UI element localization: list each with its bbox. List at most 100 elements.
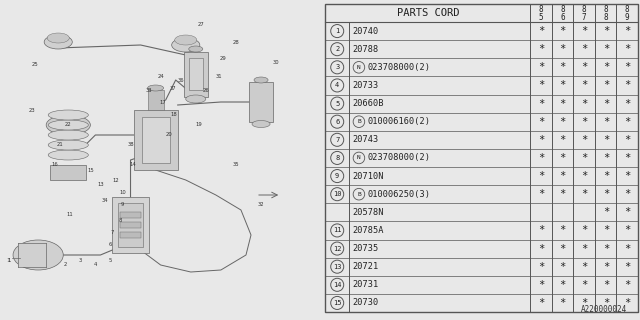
Text: *: * xyxy=(624,298,630,308)
Text: 12: 12 xyxy=(112,178,119,182)
Ellipse shape xyxy=(48,130,88,140)
Text: 31: 31 xyxy=(216,74,222,78)
Text: *: * xyxy=(581,62,588,72)
Text: A220000024: A220000024 xyxy=(581,305,627,314)
Text: 12: 12 xyxy=(333,245,342,252)
Text: 3: 3 xyxy=(79,258,82,262)
Text: *: * xyxy=(581,44,588,54)
Text: N: N xyxy=(357,65,361,70)
Bar xyxy=(249,82,273,122)
Text: *: * xyxy=(624,99,630,108)
Text: *: * xyxy=(624,225,630,236)
Text: 8: 8 xyxy=(335,155,339,161)
Text: *: * xyxy=(603,262,609,272)
Text: 20743: 20743 xyxy=(352,135,378,144)
Text: *: * xyxy=(538,62,545,72)
Text: *: * xyxy=(624,26,630,36)
Text: 21: 21 xyxy=(57,142,63,148)
Text: *: * xyxy=(624,262,630,272)
Text: *: * xyxy=(603,280,609,290)
Text: *: * xyxy=(603,80,609,91)
Text: *: * xyxy=(603,189,609,199)
Text: *: * xyxy=(581,244,588,253)
Text: 9: 9 xyxy=(121,203,124,207)
Text: 11: 11 xyxy=(67,212,74,218)
Text: *: * xyxy=(624,244,630,253)
Text: *: * xyxy=(559,189,566,199)
Text: *: * xyxy=(559,225,566,236)
Bar xyxy=(118,203,143,247)
Text: *: * xyxy=(581,99,588,108)
Text: *: * xyxy=(603,298,609,308)
Text: *: * xyxy=(581,117,588,127)
Text: 13: 13 xyxy=(97,182,104,188)
Text: *: * xyxy=(538,99,545,108)
Text: 4: 4 xyxy=(335,83,339,88)
Text: 36: 36 xyxy=(177,77,184,83)
Text: 30: 30 xyxy=(273,60,280,65)
Text: *: * xyxy=(538,189,545,199)
Text: 20660B: 20660B xyxy=(352,99,383,108)
Text: 20740: 20740 xyxy=(352,27,378,36)
Text: *: * xyxy=(581,80,588,91)
Bar xyxy=(148,90,164,110)
Text: *: * xyxy=(538,80,545,91)
Text: *: * xyxy=(559,262,566,272)
Text: *: * xyxy=(538,26,545,36)
Text: *: * xyxy=(603,153,609,163)
Text: 19: 19 xyxy=(195,122,202,126)
Text: *: * xyxy=(559,135,566,145)
Text: 20: 20 xyxy=(165,132,172,138)
Text: 8: 8 xyxy=(582,5,586,14)
Text: *: * xyxy=(559,26,566,36)
Text: 010006250(3): 010006250(3) xyxy=(368,190,431,199)
Text: 26: 26 xyxy=(202,87,209,92)
Text: *: * xyxy=(624,117,630,127)
Text: 38: 38 xyxy=(127,142,134,148)
Text: 20733: 20733 xyxy=(352,81,378,90)
Text: 15: 15 xyxy=(333,300,342,306)
Bar xyxy=(113,197,148,253)
Bar xyxy=(50,165,86,180)
Text: *: * xyxy=(538,171,545,181)
Text: *: * xyxy=(559,280,566,290)
Bar xyxy=(141,117,170,163)
Text: *: * xyxy=(559,80,566,91)
Text: 6: 6 xyxy=(561,12,565,21)
Text: *: * xyxy=(581,280,588,290)
Ellipse shape xyxy=(47,33,69,43)
Text: B: B xyxy=(357,119,361,124)
Text: *: * xyxy=(581,262,588,272)
Ellipse shape xyxy=(48,110,88,120)
Ellipse shape xyxy=(186,95,206,103)
Text: *: * xyxy=(538,44,545,54)
Text: *: * xyxy=(581,225,588,236)
Text: B: B xyxy=(357,192,361,197)
Text: 20785A: 20785A xyxy=(352,226,383,235)
Text: *: * xyxy=(581,298,588,308)
Text: *: * xyxy=(559,171,566,181)
Text: 29: 29 xyxy=(220,55,227,60)
Text: 11: 11 xyxy=(333,228,342,233)
Text: 35: 35 xyxy=(232,163,239,167)
Text: 023708000(2): 023708000(2) xyxy=(368,63,431,72)
Text: 5: 5 xyxy=(109,258,112,262)
Text: *: * xyxy=(559,298,566,308)
Text: 20731: 20731 xyxy=(352,280,378,289)
Text: *: * xyxy=(538,298,545,308)
Ellipse shape xyxy=(175,35,196,45)
Text: *: * xyxy=(538,225,545,236)
Text: 7: 7 xyxy=(335,137,339,143)
Text: 1: 1 xyxy=(335,28,339,34)
Text: 20710N: 20710N xyxy=(352,172,383,180)
Text: *: * xyxy=(559,153,566,163)
Text: *: * xyxy=(624,280,630,290)
Text: *: * xyxy=(603,135,609,145)
Text: 28: 28 xyxy=(232,39,239,44)
Text: 10: 10 xyxy=(119,189,126,195)
Text: 17: 17 xyxy=(159,100,166,105)
Text: *: * xyxy=(624,207,630,217)
Text: 37: 37 xyxy=(170,85,176,91)
Text: *: * xyxy=(603,117,609,127)
Bar xyxy=(184,52,208,97)
